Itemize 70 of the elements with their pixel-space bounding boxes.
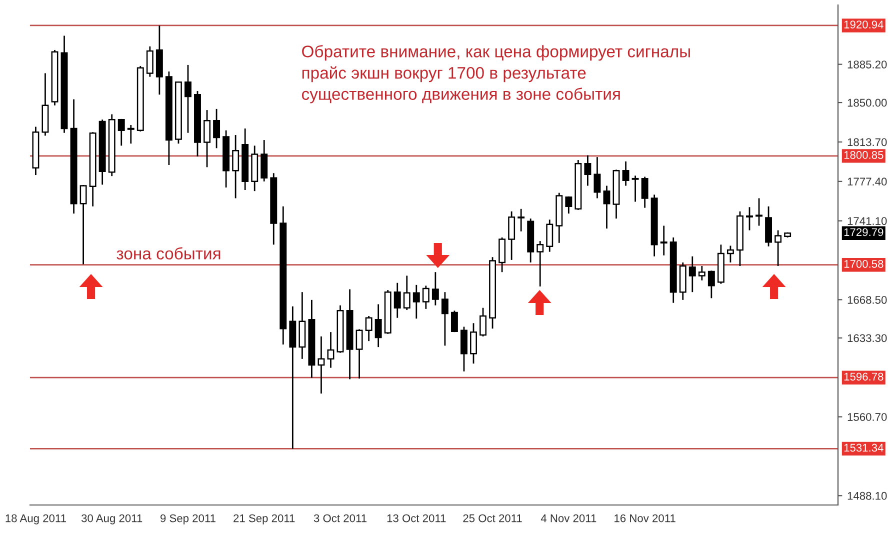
candlestick [184,64,192,134]
y-tick-label: 1741.10 [848,217,887,225]
candlestick [698,265,706,282]
candlestick [470,322,477,364]
y-tick-label: 1850.00 [848,98,887,107]
candlestick [327,331,334,368]
candlestick [260,139,268,182]
y-tick-label: 1813.70 [848,138,887,146]
candlestick [412,284,420,320]
text: 1729.79 [844,228,884,236]
candlestick [508,210,516,261]
candlestick [632,174,639,202]
ref-line-label: 1700.58 [844,260,884,268]
candlestick [726,245,734,264]
ref-line-label: 1531.34 [844,444,884,452]
candlestick [318,336,325,394]
candlestick [422,284,430,310]
candlestick [774,230,782,267]
candlestick [232,134,240,199]
x-tick-label: 9 Sep 2011 [160,514,216,524]
candlestick [746,206,753,231]
candlestick [498,236,506,273]
candlestick [374,304,382,348]
y-tick-label: 1777.40 [848,178,887,186]
candlestick [213,108,220,149]
candlestick [546,218,554,252]
candlestick [356,328,363,380]
candlestick [622,160,630,186]
y-tick-label: 1488.10 [848,492,887,500]
candlestick [756,198,762,226]
x-tick-label: 30 Aug 2011 [81,514,142,524]
y-tick-label: 1633.30 [848,334,887,342]
candlestick [450,310,458,333]
candlestick [536,240,544,288]
x-tick-label: 25 Oct 2011 [463,514,522,522]
candlestick [365,315,372,342]
candlestick [641,176,648,208]
x-tick-label: 3 Oct 2011 [314,514,366,522]
candlestick [403,275,410,311]
candlestick [565,196,572,214]
candlestick [80,184,87,265]
candlestick [394,282,401,319]
x-tick-label: 18 Aug 2011 [6,514,66,524]
candlestick [603,185,610,230]
candlestick [432,271,439,306]
candlestick [584,154,592,186]
ref-line-label: 1800.85 [844,151,884,159]
x-tick-label: 4 Nov 2011 [540,514,596,522]
candlestick [708,270,715,299]
candlestick [594,156,601,199]
candlestick [460,326,468,372]
x-tick-label: 16 Nov 2011 [614,514,676,522]
annotation: зона события [116,247,220,260]
x-tick-label: 13 Oct 2011 [387,514,446,522]
candlestick [441,291,448,346]
x-tick-label: 21 Sep 2011 [234,514,295,524]
candlestick [660,225,668,256]
candlestick [204,109,210,168]
candlestick [518,208,525,232]
ref-line-label: 1920.94 [844,20,884,28]
candlestick [146,46,154,78]
candlestick [688,256,696,293]
ref-line-label: 1596.78 [844,372,884,381]
candlestick [118,118,125,146]
annotation: Обратите внимание, как цена формирует сигналы прайс экшн вокруг 1700 в результате существенного движения в зоне события [302,45,690,104]
y-tick-label: 1668.50 [848,296,887,304]
y-tick-label: 1885.20 [848,60,887,68]
candlestick [480,307,486,338]
y-tick-label: 1560.70 [848,413,887,421]
candlestick [127,124,134,144]
